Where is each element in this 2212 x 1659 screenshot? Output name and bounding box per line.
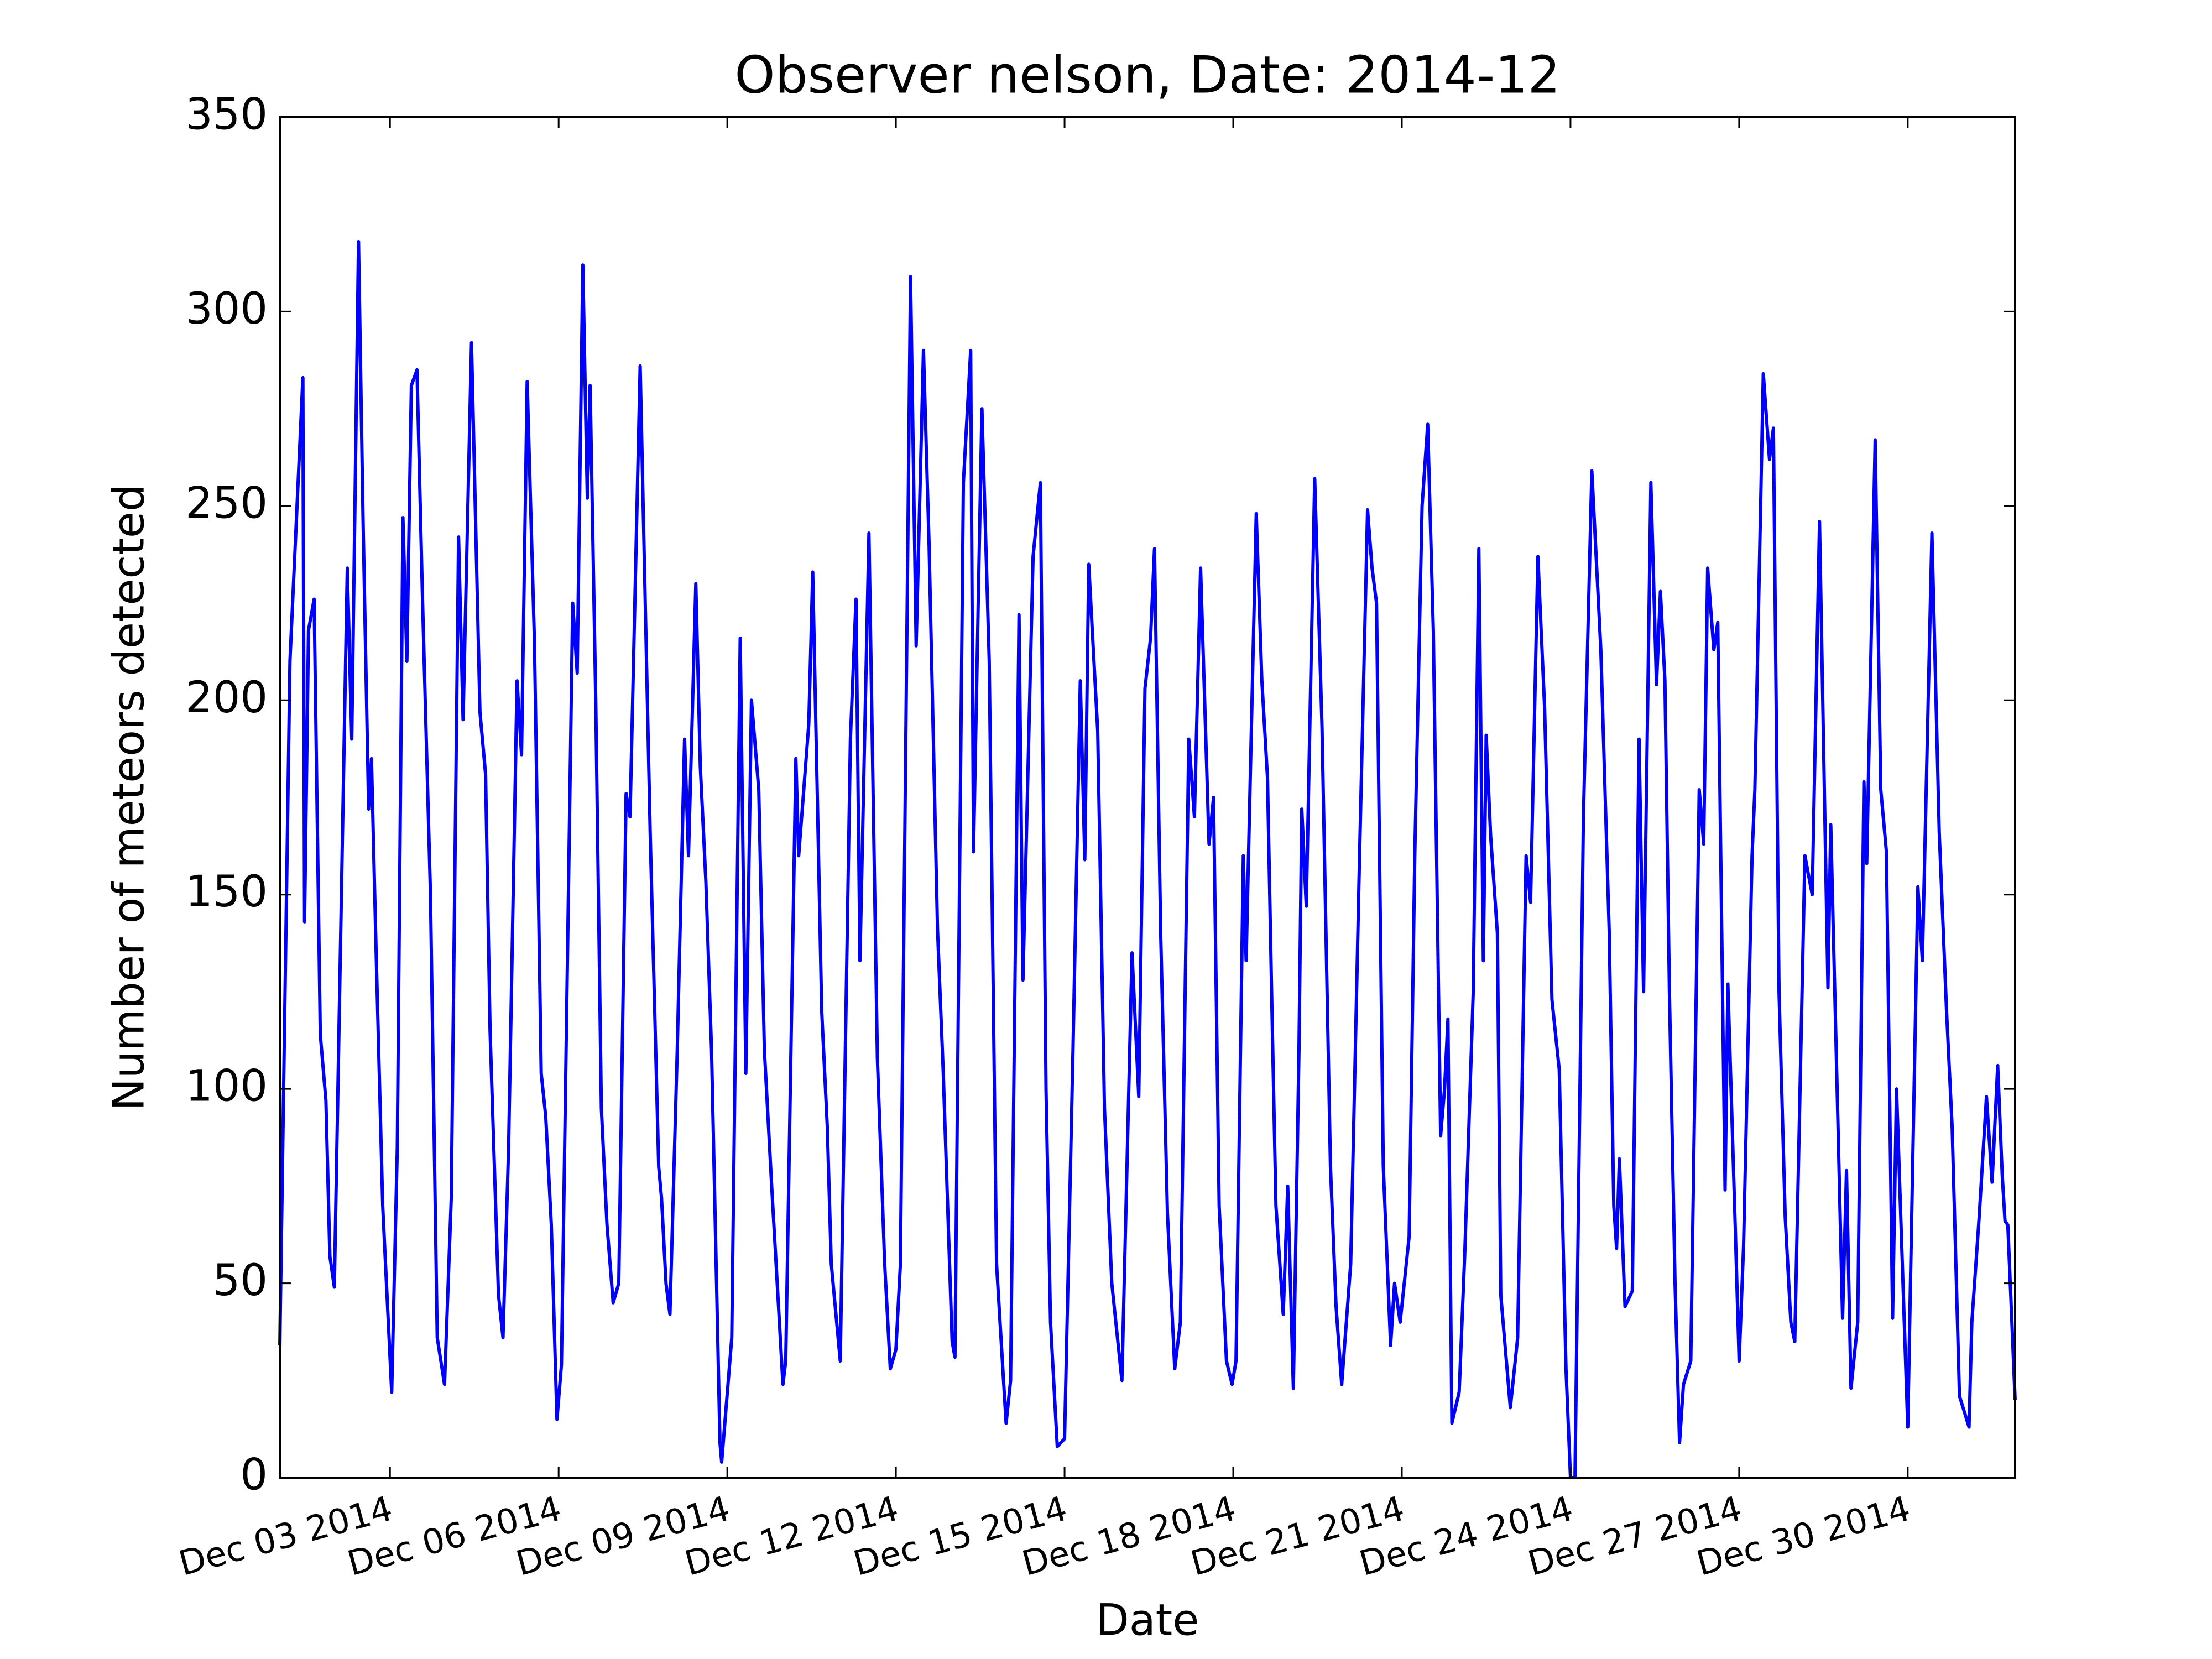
data-line: [278, 239, 2017, 1479]
y-tick-label: 0: [240, 1450, 268, 1500]
y-tick-label: 200: [185, 673, 268, 723]
y-tick-label: 350: [185, 90, 268, 139]
plot-frame: [279, 116, 2016, 1479]
chart-title: Observer nelson, Date: 2014-12: [734, 45, 1560, 105]
y-tick-label: 150: [185, 867, 268, 917]
y-tick-label: 250: [185, 478, 268, 528]
y-tick-label: 300: [185, 284, 268, 334]
x-axis-label: Date: [1096, 1595, 1199, 1645]
y-tick-label: 100: [185, 1062, 268, 1112]
y-axis-label: Number of meteors detected: [104, 484, 154, 1111]
y-tick-label: 50: [213, 1256, 268, 1306]
